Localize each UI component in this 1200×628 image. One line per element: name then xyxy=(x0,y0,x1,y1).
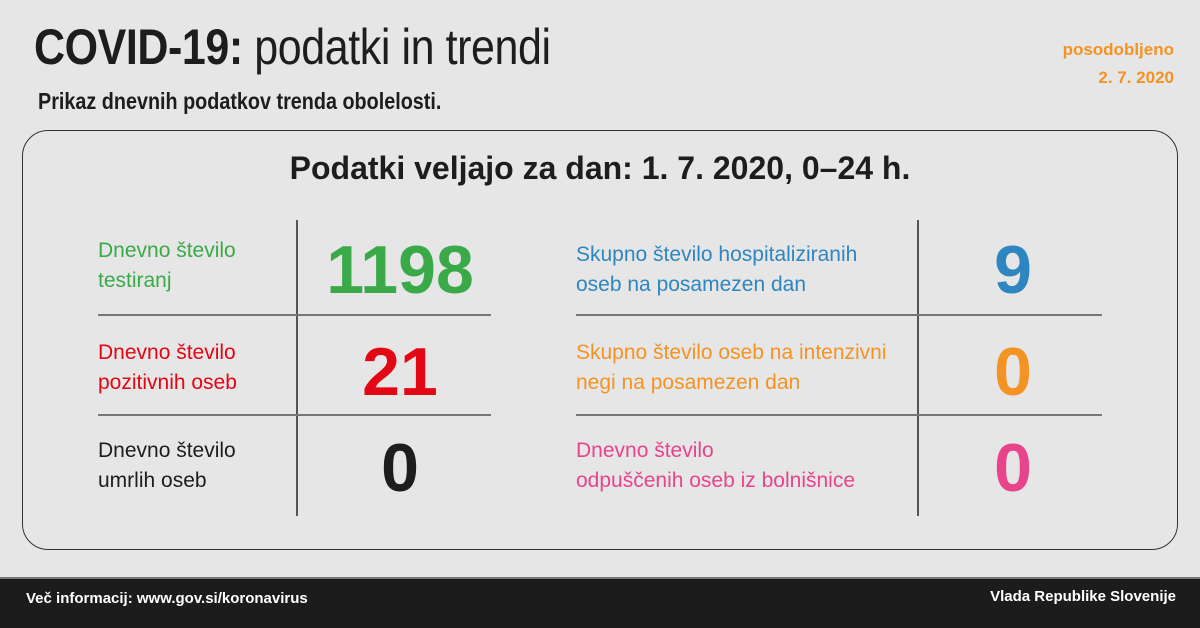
stat-label-line: negi na posamezen dan xyxy=(576,371,801,394)
divider xyxy=(576,314,1102,316)
stat-label-line: odpuščenih oseb iz bolnišnice xyxy=(576,469,856,492)
stat-label-line: Dnevno število xyxy=(576,439,714,462)
page-title: COVID-19: podatki in trendi xyxy=(34,19,551,75)
stats-card xyxy=(22,130,1178,550)
stat-value: 9 xyxy=(994,232,1032,308)
divider xyxy=(98,414,491,416)
updated-info: posodobljeno 2. 7. 2020 xyxy=(1062,40,1174,87)
stat-label-line: testiranj xyxy=(98,269,172,292)
stat-value: 21 xyxy=(362,334,438,410)
footer-info-link[interactable]: Več informacij: www.gov.si/koronavirus xyxy=(26,590,308,607)
stat-value: 0 xyxy=(381,430,419,506)
stat-value: 0 xyxy=(994,334,1032,410)
stat-label: Dnevno število odpuščenih oseb iz bolnišn… xyxy=(576,436,855,496)
stat-label-line: pozitivnih oseb xyxy=(98,371,237,394)
stat-label-line: Skupno število oseb na intenzivni xyxy=(576,341,887,364)
divider xyxy=(98,314,491,316)
stat-label-line: Dnevno število xyxy=(98,341,236,364)
stat-label: Dnevno število testiranj xyxy=(98,236,236,296)
stat-label-line: oseb na posamezen dan xyxy=(576,273,807,296)
stat-label-line: Dnevno število xyxy=(98,439,236,462)
stat-value: 1198 xyxy=(326,232,474,308)
stat-label: Skupno število oseb na intenzivni negi na… xyxy=(576,338,887,398)
stat-label-line: Dnevno število xyxy=(98,239,236,262)
divider xyxy=(576,414,1102,416)
stat-value: 0 xyxy=(994,430,1032,506)
divider xyxy=(296,220,298,516)
card-title: Podatki veljajo za dan: 1. 7. 2020, 0–24… xyxy=(289,150,911,186)
stat-label: Skupno število hospitaliziranih oseb na p… xyxy=(576,240,857,300)
stat-label: Dnevno število pozitivnih oseb xyxy=(98,338,237,398)
page-subtitle: Prikaz dnevnih podatkov trenda obolelost… xyxy=(38,88,442,114)
stat-label-line: Skupno število hospitaliziranih xyxy=(576,243,858,266)
footer-org: Vlada Republike Slovenije xyxy=(990,588,1176,605)
stat-label: Dnevno število umrlih oseb xyxy=(98,436,236,496)
stat-label-line: umrlih oseb xyxy=(98,469,207,492)
divider xyxy=(917,220,919,516)
footer xyxy=(0,577,1200,628)
